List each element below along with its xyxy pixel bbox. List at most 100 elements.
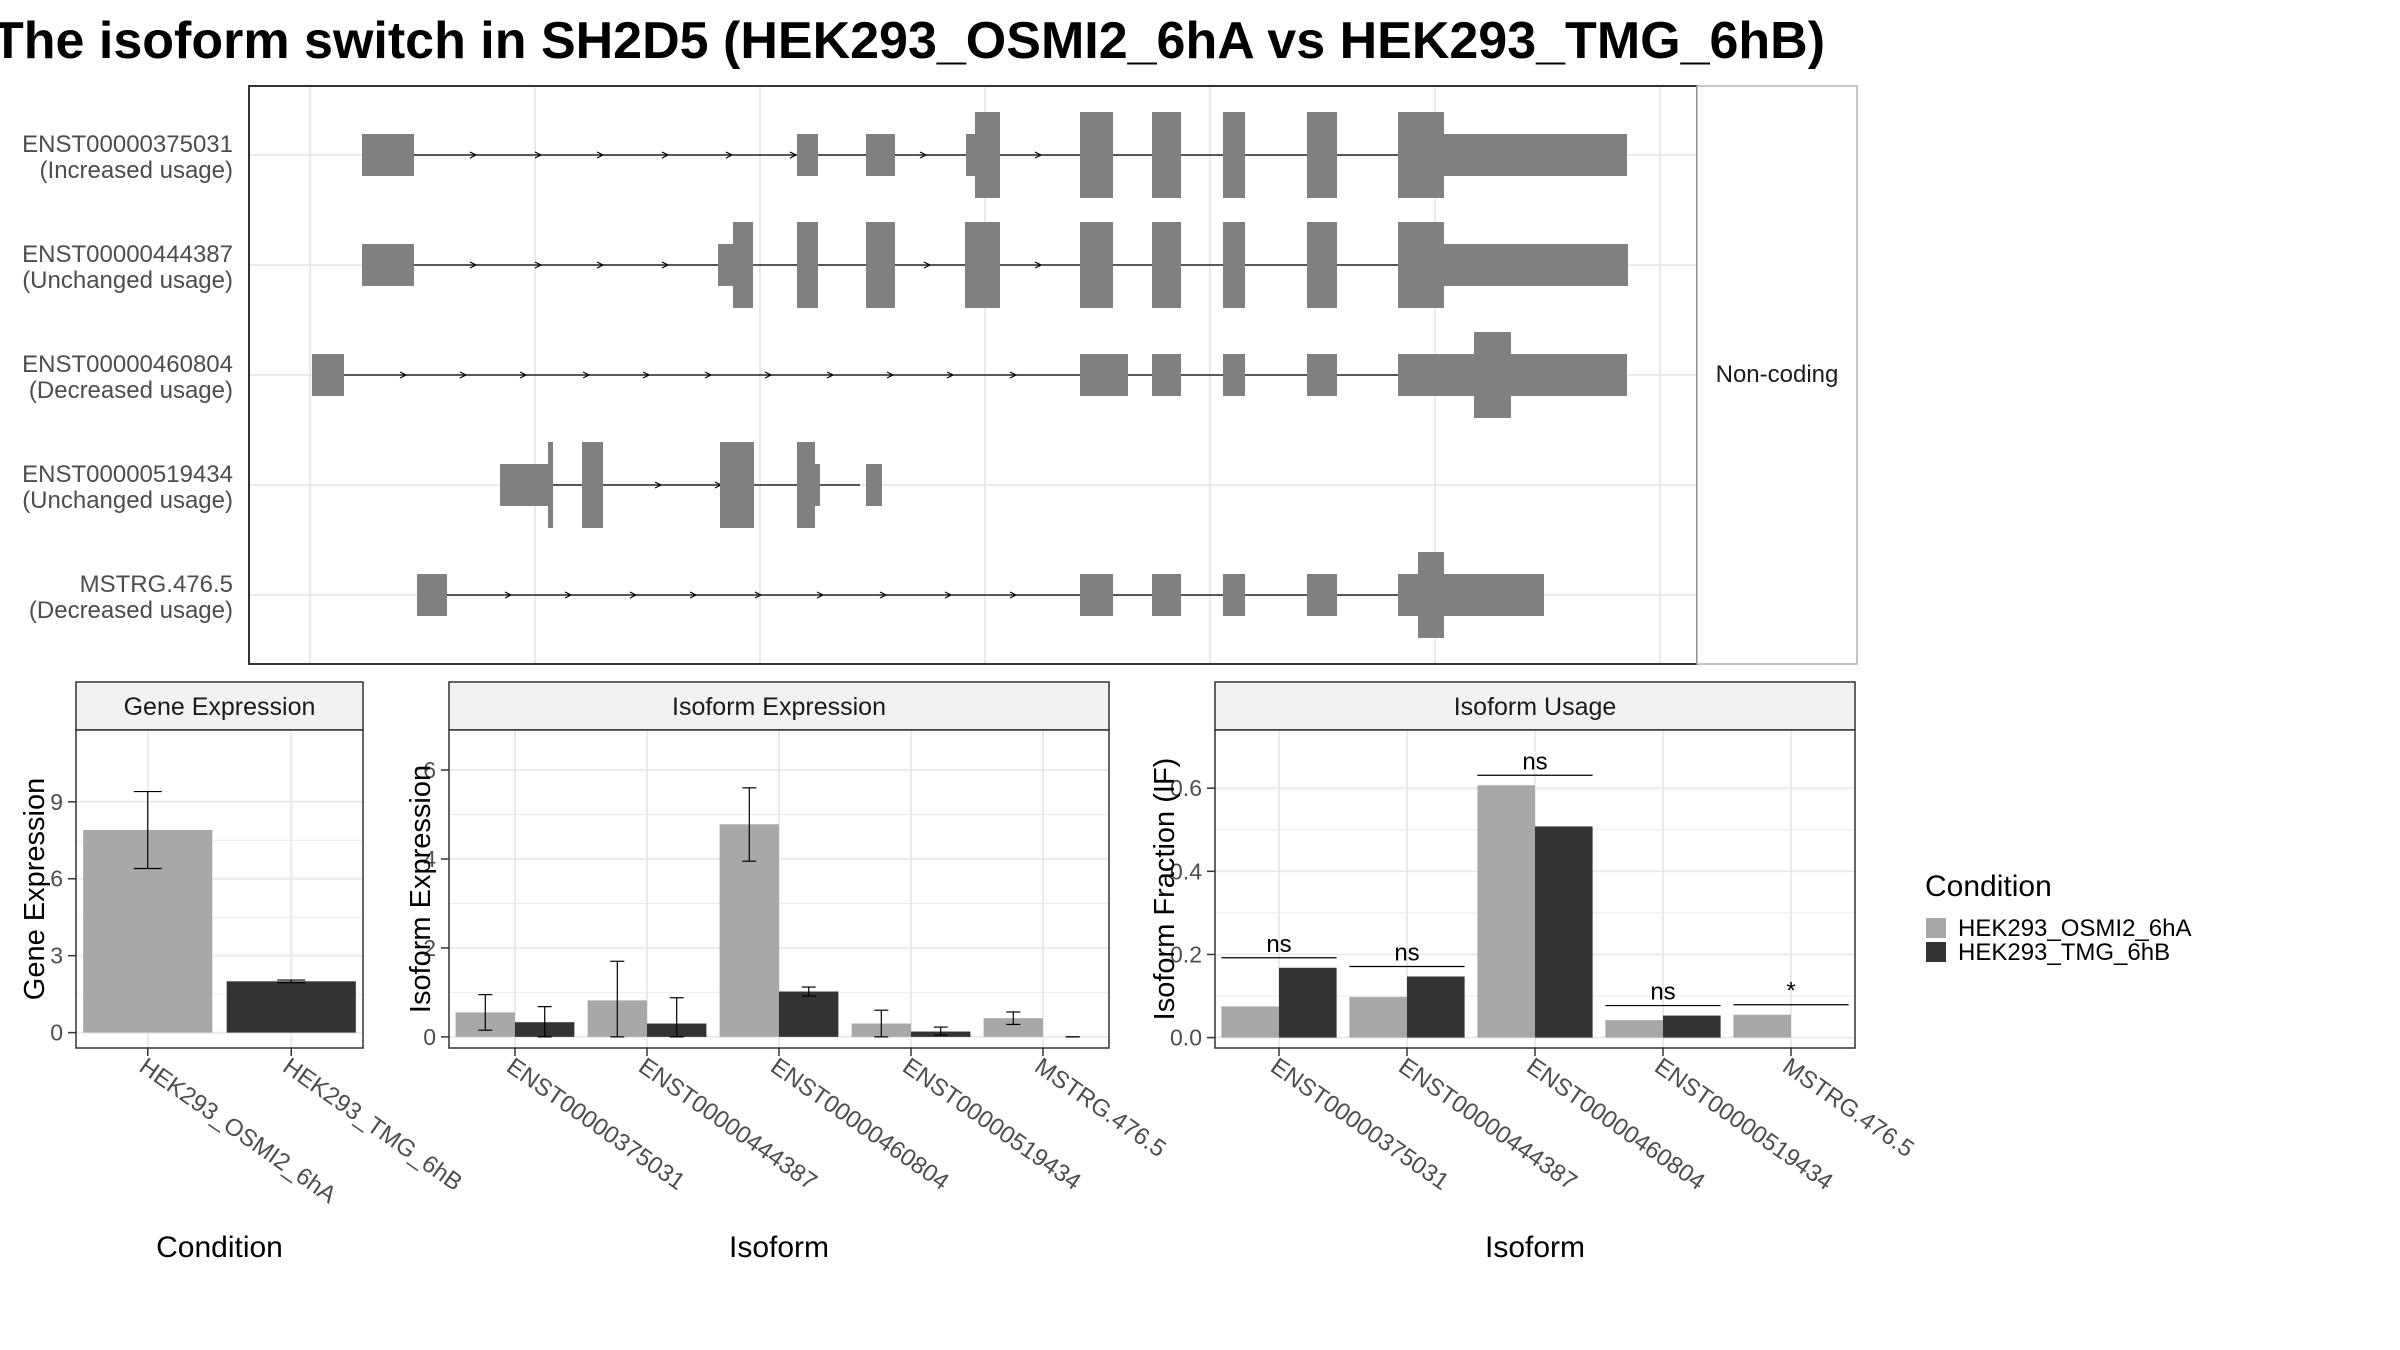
legend-label: HEK293_OSMI2_6hA (1958, 915, 2191, 942)
y-axis-title: Isoform Expression (405, 765, 437, 1013)
transcript-side-strip (1696, 85, 1858, 665)
panel-strip (448, 681, 1110, 731)
transcript-id: ENST00000444387 (22, 241, 233, 268)
transcript-status: (Increased usage) (40, 157, 233, 184)
y-tick-label: 9 (50, 789, 63, 815)
significance-label: ns (1266, 931, 1291, 958)
transcript-status: (Unchanged usage) (22, 487, 233, 514)
significance-label: * (1786, 978, 1795, 1005)
y-tick-label: 2 (423, 935, 436, 961)
exon-block (1307, 354, 1337, 396)
exon-block (362, 244, 414, 286)
legend-label: HEK293_TMG_6hB (1958, 939, 2170, 966)
y-tick-label: 0.0 (1170, 1025, 1202, 1051)
exon-block (417, 574, 447, 616)
exon-block (1398, 574, 1418, 616)
strand-arrow-icon (642, 371, 651, 379)
strand-arrow-icon (564, 591, 573, 599)
exon-block (500, 464, 548, 506)
strand-arrow-icon (689, 591, 698, 599)
exon-block (965, 222, 1000, 308)
transcript-status: (Decreased usage) (29, 597, 233, 624)
y-axis-title: Gene Expression (19, 778, 51, 1000)
strand-arrow-icon (596, 151, 605, 159)
exon-block (1223, 112, 1245, 198)
panel-strip-title: Isoform Expression (672, 693, 886, 721)
strand-arrow-icon (534, 151, 543, 159)
non-coding-label: Non-coding (1716, 361, 1839, 388)
y-tick-label: 0.4 (1170, 858, 1202, 884)
exon-block (1080, 574, 1113, 616)
strand-arrow-icon (1009, 591, 1018, 599)
strand-arrow-icon (754, 591, 763, 599)
bar (1407, 976, 1465, 1038)
bar (1663, 1015, 1721, 1038)
x-axis-title: Isoform (1485, 1231, 1585, 1264)
x-tick-label: MSTRG.476.5 (1030, 1053, 1171, 1163)
exon-block (720, 442, 754, 528)
exon-block (733, 222, 753, 308)
significance-label: ns (1522, 748, 1547, 775)
exon-block (975, 112, 1000, 198)
strand-arrow-icon (704, 371, 713, 379)
exon-block (1080, 354, 1128, 396)
bar (779, 991, 839, 1037)
strand-arrow-icon (816, 591, 825, 599)
transcript-id: ENST00000460804 (22, 351, 233, 378)
exon-block (312, 354, 344, 396)
transcript-model (312, 332, 1627, 418)
exon-block (718, 244, 733, 286)
exon-block (966, 134, 975, 176)
significance-label: ns (1394, 940, 1419, 967)
exon-block (1398, 354, 1474, 396)
strand-arrow-icon (764, 371, 773, 379)
strand-arrow-icon (661, 261, 670, 269)
panel-border (75, 729, 364, 1049)
strand-arrow-icon (1009, 371, 1018, 379)
exon-block (1444, 134, 1627, 176)
isoform-expression-panel: Isoform Expression0246ENST00000375031ENS… (405, 681, 1171, 1264)
strand-arrow-icon (886, 371, 895, 379)
transcript-status: (Decreased usage) (29, 377, 233, 404)
exon-block (1444, 244, 1628, 286)
y-tick-label: 0 (50, 1020, 63, 1046)
exon-block (1223, 574, 1245, 616)
strand-arrow-icon (1034, 151, 1043, 159)
exon-block (866, 464, 882, 506)
bar (1605, 1020, 1663, 1038)
strand-arrow-icon (399, 371, 408, 379)
panel-strip (75, 681, 364, 731)
exon-block (1307, 222, 1337, 308)
exon-block (1307, 574, 1337, 616)
y-tick-label: 0.2 (1170, 941, 1202, 967)
transcript-model (500, 442, 882, 528)
exon-block (1474, 332, 1511, 418)
y-tick-label: 0 (423, 1024, 436, 1050)
strand-arrow-icon (596, 261, 605, 269)
exon-block (582, 442, 603, 528)
exon-block (548, 442, 553, 528)
y-tick-label: 0.6 (1170, 775, 1202, 801)
strand-arrow-icon (725, 151, 734, 159)
bar (1733, 1014, 1791, 1038)
exon-block (1307, 112, 1337, 198)
transcript-model (362, 112, 1627, 198)
exon-block (797, 442, 815, 528)
strand-arrow-icon (1034, 261, 1043, 269)
exon-block (1398, 112, 1444, 198)
panel-strip (1214, 681, 1856, 731)
strand-arrow-icon (629, 591, 638, 599)
y-tick-label: 6 (50, 866, 63, 892)
strand-arrow-icon (469, 151, 478, 159)
strand-arrow-icon (919, 151, 928, 159)
y-tick-label: 4 (423, 846, 436, 872)
exon-block (1444, 574, 1544, 616)
bar (1477, 785, 1535, 1038)
strand-arrow-icon (923, 261, 932, 269)
transcript-id: ENST00000519434 (22, 461, 233, 488)
exon-block (866, 134, 895, 176)
strand-arrow-icon (504, 591, 513, 599)
panel-strip-title: Gene Expression (124, 693, 316, 721)
bar (1279, 967, 1337, 1038)
